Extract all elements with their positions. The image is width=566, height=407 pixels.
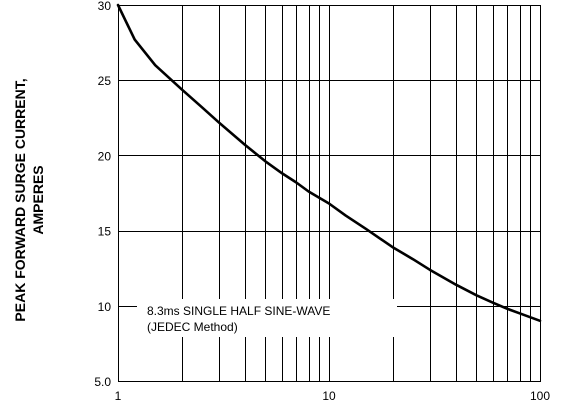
y-tick-label: 10 bbox=[98, 300, 112, 314]
y-axis-label-line-2: AMPERES bbox=[30, 165, 46, 234]
y-tick-label: 5.0 bbox=[94, 375, 111, 389]
y-tick-label: 30 bbox=[98, 0, 112, 13]
y-tick-label: 15 bbox=[98, 225, 112, 239]
y-tick-labels: 5.0 10 15 20 25 30 bbox=[94, 0, 111, 389]
y-tick-label: 25 bbox=[98, 74, 112, 88]
x-tick-label: 1 bbox=[115, 389, 122, 403]
y-tick-label: 20 bbox=[98, 149, 112, 163]
surge-current-curve bbox=[116, 3, 542, 323]
x-tick-label: 100 bbox=[530, 389, 550, 403]
x-tick-labels: 1 10 100 bbox=[115, 389, 551, 403]
y-axis-label-line-1: PEAK FORWARD SURGE CURRENT, bbox=[12, 78, 28, 321]
x-tick-label: 10 bbox=[322, 389, 336, 403]
annotation-background bbox=[137, 299, 397, 337]
plot-border bbox=[118, 5, 541, 382]
annotation-line-1: 8.3ms SINGLE HALF SINE-WAVE bbox=[147, 304, 330, 318]
annotation-line-2: (JEDEC Method) bbox=[147, 320, 238, 334]
series-layer bbox=[116, 3, 542, 323]
plot-frame bbox=[118, 5, 541, 382]
y-axis-label: PEAK FORWARD SURGE CURRENT, AMPERES bbox=[12, 78, 46, 321]
annotation-box: 8.3ms SINGLE HALF SINE-WAVE (JEDEC Metho… bbox=[137, 299, 397, 337]
